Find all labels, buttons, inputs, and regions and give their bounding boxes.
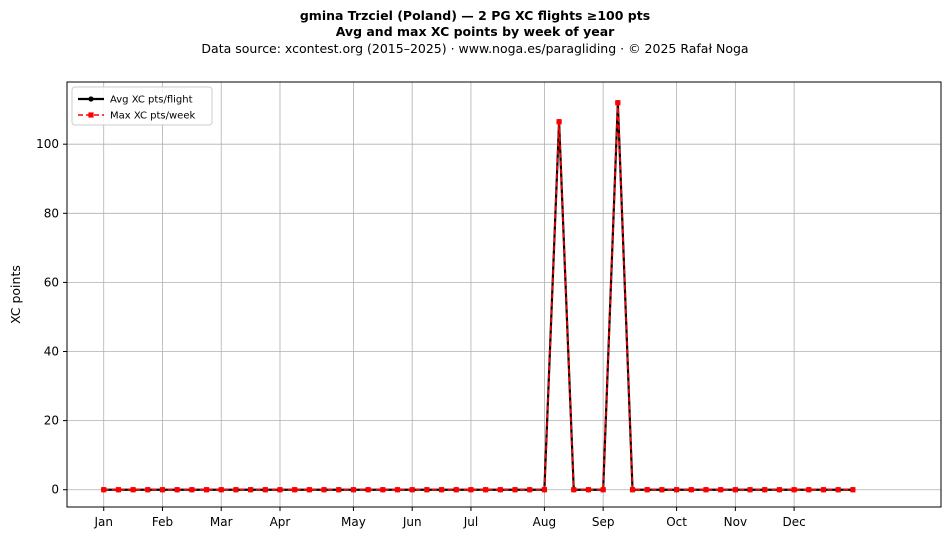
- data-point: [659, 487, 665, 493]
- legend-box: [71, 86, 213, 126]
- data-point: [762, 487, 768, 493]
- data-point: [115, 487, 122, 493]
- data-point: [571, 487, 577, 493]
- data-point: [688, 487, 694, 493]
- x-tick-label: Mar: [210, 515, 233, 529]
- y-tick-label: 40: [44, 345, 59, 359]
- legend: Avg XC pts/flight Max XC pts/week: [71, 86, 213, 126]
- data-point: [306, 487, 312, 493]
- x-tick-label: Aug: [533, 515, 556, 529]
- data-point: [791, 487, 797, 493]
- x-tick-label: Feb: [152, 515, 173, 529]
- data-point: [806, 487, 812, 493]
- x-tick-label: Jan: [93, 515, 113, 529]
- y-axis-label: XC points: [8, 265, 23, 324]
- chart-subtitle: Data source: xcontest.org (2015–2025) · …: [201, 41, 749, 56]
- chart-titles: gmina Trzciel (Poland) — 2 PG XC flights…: [0, 8, 950, 57]
- y-tick-label: 100: [36, 137, 59, 151]
- data-point: [203, 487, 210, 493]
- data-point: [850, 487, 856, 493]
- data-point: [512, 487, 518, 493]
- data-point: [541, 487, 547, 493]
- data-point: [336, 487, 342, 493]
- x-tick-label: Jul: [463, 515, 478, 529]
- data-point: [483, 487, 489, 493]
- data-point: [409, 487, 415, 493]
- data-point: [277, 487, 283, 493]
- x-tick-label: May: [341, 515, 366, 529]
- legend-label: Max XC pts/week: [110, 111, 195, 122]
- data-point: [292, 487, 298, 493]
- data-point: [600, 487, 606, 493]
- data-point: [453, 487, 459, 493]
- data-point: [820, 487, 827, 493]
- data-point: [350, 487, 357, 493]
- data-point: [644, 487, 650, 493]
- data-point: [615, 100, 621, 106]
- data-point: [556, 119, 562, 125]
- legend-label: Avg XC pts/flight: [110, 95, 193, 106]
- plot-frame: [66, 81, 942, 508]
- legend-marker: [88, 96, 94, 102]
- data-point: [101, 487, 107, 493]
- data-point: [468, 487, 474, 493]
- x-tick-label: Jun: [402, 515, 422, 529]
- data-point: [776, 487, 783, 493]
- chart-title-line2: Avg and max XC points by week of year: [335, 24, 615, 39]
- data-point: [732, 487, 738, 493]
- data-point: [835, 487, 841, 493]
- data-point: [629, 487, 636, 493]
- x-tick-label: Nov: [724, 515, 747, 529]
- data-point: [497, 487, 503, 493]
- axes: 0 20 40 60 80 100 Jan Feb Mar Apr May Jun Jul Aug Sep O…: [8, 81, 942, 529]
- data-point: [365, 487, 371, 493]
- data-point: [189, 487, 195, 493]
- x-tick-label: Sep: [592, 515, 615, 529]
- y-tick-label: 20: [44, 414, 59, 428]
- legend-marker: [88, 112, 94, 118]
- data-point: [673, 487, 680, 493]
- data-point: [233, 487, 239, 493]
- data-point: [585, 487, 592, 493]
- data-point: [218, 487, 224, 493]
- series-line-0: [103, 101, 853, 491]
- data-point: [262, 487, 268, 493]
- data-point: [394, 487, 401, 493]
- chart-title: gmina Trzciel (Poland) — 2 PG XC flights…: [299, 8, 651, 23]
- data-point: [747, 487, 753, 493]
- data-point: [380, 487, 386, 493]
- data-point: [174, 487, 180, 493]
- y-tick-label: 60: [44, 275, 59, 289]
- data-point: [527, 487, 533, 493]
- data-point: [321, 487, 327, 493]
- data-point: [130, 487, 136, 493]
- data-point: [248, 487, 254, 493]
- data-point: [424, 487, 430, 493]
- x-tick-label: Oct: [666, 515, 687, 529]
- data-point: [438, 487, 445, 493]
- grid: [67, 82, 941, 507]
- x-tick-label: Dec: [782, 515, 805, 529]
- series: [101, 100, 856, 493]
- data-point: [703, 487, 709, 493]
- data-point: [718, 487, 724, 493]
- y-tick-label: 0: [51, 483, 59, 497]
- series-line-1: [103, 101, 853, 491]
- data-point: [159, 487, 166, 493]
- x-tick-label: Apr: [270, 515, 291, 529]
- y-tick-label: 80: [44, 206, 59, 220]
- data-point: [145, 487, 151, 493]
